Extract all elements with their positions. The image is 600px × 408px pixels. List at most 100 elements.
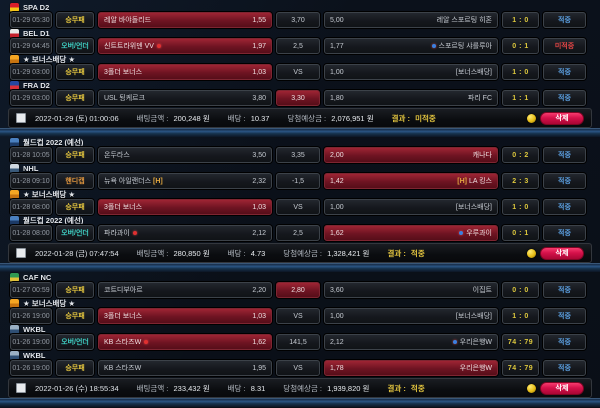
away-team-name: 이집트 — [472, 287, 492, 294]
draw-line-cell[interactable]: 2,80 — [276, 282, 320, 298]
away-pick-cell[interactable]: 1,78 우리은행W — [324, 360, 498, 376]
bet-unit: CAF NC 01-27 00:59 승무패 코트디부아르 2,20 2,80 … — [0, 272, 600, 298]
bet-result-badge: 적중 — [543, 199, 586, 215]
draw-line-cell[interactable]: 2,5 — [276, 225, 320, 241]
bet-row: 01-28 09:10 핸디캡 뉴욕 아일랜더스 [H] 2,32 -1,5 1… — [10, 173, 590, 189]
away-pick-cell[interactable]: 2,12 우리은행W — [324, 334, 498, 350]
bet-result-badge: 적중 — [543, 334, 586, 350]
home-odds: 1,62 — [252, 338, 266, 346]
bet-unit: 월드컵 2022 (예선) 01-28 10:05 승무패 온두라스 3,50 … — [0, 137, 600, 163]
home-pick-cell[interactable]: 신트트라위덴 VV 1,97 — [98, 38, 272, 54]
home-pick-cell[interactable]: KB 스타즈W 1,62 — [98, 334, 272, 350]
home-pick-cell[interactable]: 3폴더 보너스 1,03 — [98, 199, 272, 215]
draw-line-cell[interactable]: 3,70 — [276, 12, 320, 28]
bet-unit: SPA D2 01-29 05:30 승무패 레알 바야돌리드 1,55 3,7… — [0, 2, 600, 28]
home-pick-cell[interactable]: 3폴더 보너스 1,03 — [98, 308, 272, 324]
home-odds: 2,32 — [252, 177, 266, 185]
away-pick-cell[interactable]: 1,42 [H] LA 킹스 — [324, 173, 498, 189]
home-odds: 3,80 — [252, 94, 266, 102]
draw-line-cell[interactable]: VS — [276, 360, 320, 376]
bet-result-badge: 적중 — [543, 360, 586, 376]
draw-line-cell[interactable]: -1,5 — [276, 173, 320, 189]
delete-button[interactable]: 삭제 — [540, 111, 584, 125]
away-pick-cell[interactable]: 1,00 [보너스배당] — [324, 308, 498, 324]
summary-result-label: 결과 : — [391, 113, 410, 123]
draw-line-cell[interactable]: 141,5 — [276, 334, 320, 350]
bet-market-type: 승무패 — [56, 308, 94, 324]
caf-icon — [10, 272, 19, 282]
away-pick-cell[interactable]: 5,00 레알 스포르팅 히혼 — [324, 12, 498, 28]
match-time: 01-27 00:59 — [10, 282, 52, 298]
home-team-name: KB 스타즈W — [104, 339, 142, 346]
bet-amount-item: 배팅금액 : 200,248 원 — [137, 113, 210, 124]
worldcup-icon — [10, 137, 19, 147]
select-checkbox[interactable] — [16, 248, 26, 258]
league-header: SPA D2 — [10, 2, 600, 12]
home-pick-cell[interactable]: 파라과이 2,12 — [98, 225, 272, 241]
summary-result-item: 결과 : 미적중 — [392, 113, 436, 124]
draw-line-cell[interactable]: 2,5 — [276, 38, 320, 54]
select-checkbox[interactable] — [16, 113, 26, 123]
home-pick-cell[interactable]: 코트디부아르 2,20 — [98, 282, 272, 298]
expected-win-value: 2,076,951 — [331, 113, 365, 123]
home-pick-cell[interactable]: USL 됭케르크 3,80 — [98, 90, 272, 106]
league-header: BEL D1 — [10, 28, 600, 38]
away-pick-cell[interactable]: 1,00 [보너스배당] — [324, 199, 498, 215]
match-time: 01-29 03:00 — [10, 64, 52, 80]
home-team-name: 신트트라위덴 VV — [104, 43, 154, 50]
draw-line-cell[interactable]: VS — [276, 64, 320, 80]
home-odds: 1,95 — [252, 364, 266, 372]
home-pick-cell[interactable]: 뉴욕 아일랜더스 [H] 2,32 — [98, 173, 272, 189]
wkbl-icon — [10, 324, 19, 334]
draw-line-cell[interactable]: 3,30 — [276, 90, 320, 106]
home-odds: 1,03 — [252, 203, 266, 211]
match-time: 01-28 08:00 — [10, 199, 52, 215]
bet-unit: BEL D1 01-29 04:45 오버/언더 신트트라위덴 VV 1,97 … — [0, 28, 600, 54]
delete-button[interactable]: 삭제 — [540, 246, 584, 260]
away-team-name: 캐나다 — [472, 152, 492, 159]
away-team-name: 우리은행W — [459, 365, 492, 372]
worldcup-icon — [10, 215, 19, 225]
home-pick-cell[interactable]: 3폴더 보너스 1,03 — [98, 64, 272, 80]
flag-france-icon — [10, 80, 19, 90]
draw-line-cell[interactable]: VS — [276, 308, 320, 324]
delete-area: 삭제 — [527, 111, 584, 125]
away-team-name: [보너스배당] — [455, 69, 492, 76]
away-pick-cell[interactable]: 1,00 [보너스배당] — [324, 64, 498, 80]
home-odds: 2,20 — [252, 286, 266, 294]
league-name: ★ 보너스배당 ★ — [23, 189, 76, 199]
home-odds: 1,55 — [252, 16, 266, 24]
bet-slip-group: SPA D2 01-29 05:30 승무패 레알 바야돌리드 1,55 3,7… — [0, 2, 600, 128]
total-odds-value: 8.31 — [250, 383, 266, 393]
match-time: 01-28 08:00 — [10, 225, 52, 241]
bet-row: 01-26 19:00 오버/언더 KB 스타즈W 1,62 141,5 2,1… — [10, 334, 590, 350]
delete-button[interactable]: 삭제 — [540, 381, 584, 395]
delete-area: 삭제 — [527, 381, 584, 395]
draw-line-cell[interactable]: 3,35 — [276, 147, 320, 163]
match-time: 01-28 09:10 — [10, 173, 52, 189]
bet-unit: ★ 보너스배당 ★ 01-29 03:00 승무패 3폴더 보너스 1,03 V… — [0, 54, 600, 80]
home-team-name: 3폴더 보너스 — [104, 69, 143, 76]
home-pick-cell[interactable]: 온두라스 3,50 — [98, 147, 272, 163]
group-separator — [0, 128, 600, 137]
league-name: NHL — [23, 163, 39, 173]
currency-label: 원 — [362, 383, 370, 393]
select-checkbox[interactable] — [16, 383, 26, 393]
bet-unit: 월드컵 2022 (예선) 01-28 08:00 오버/언더 파라과이 2,1… — [0, 215, 600, 241]
away-pick-cell[interactable]: 1,77 스포르팅 샤를루아 — [324, 38, 498, 54]
bet-row: 01-29 04:45 오버/언더 신트트라위덴 VV 1,97 2,5 1,7… — [10, 38, 590, 54]
bet-amount-value: 200,248 — [173, 113, 201, 123]
home-pick-cell[interactable]: 레알 바야돌리드 1,55 — [98, 12, 272, 28]
away-pick-cell[interactable]: 1,80 파리 FC — [324, 90, 498, 106]
away-pick-cell[interactable]: 3,60 이집트 — [324, 282, 498, 298]
away-pick-cell[interactable]: 1,62 우루과이 — [324, 225, 498, 241]
slip-summary-bar: 2022-01-28 (금) 07:47:54 배팅금액 : 280,850 원… — [8, 243, 592, 263]
bet-row: 01-26 19:00 승무패 KB 스타즈W 1,95 VS 1,78 우리은… — [10, 360, 590, 376]
bet-result-badge: 적중 — [543, 12, 586, 28]
bet-market-type: 승무패 — [56, 199, 94, 215]
home-pick-cell[interactable]: KB 스타즈W 1,95 — [98, 360, 272, 376]
away-pick-cell[interactable]: 2,00 캐나다 — [324, 147, 498, 163]
away-odds: 2,12 — [330, 338, 344, 346]
bet-result-badge: 적중 — [543, 64, 586, 80]
draw-line-cell[interactable]: VS — [276, 199, 320, 215]
